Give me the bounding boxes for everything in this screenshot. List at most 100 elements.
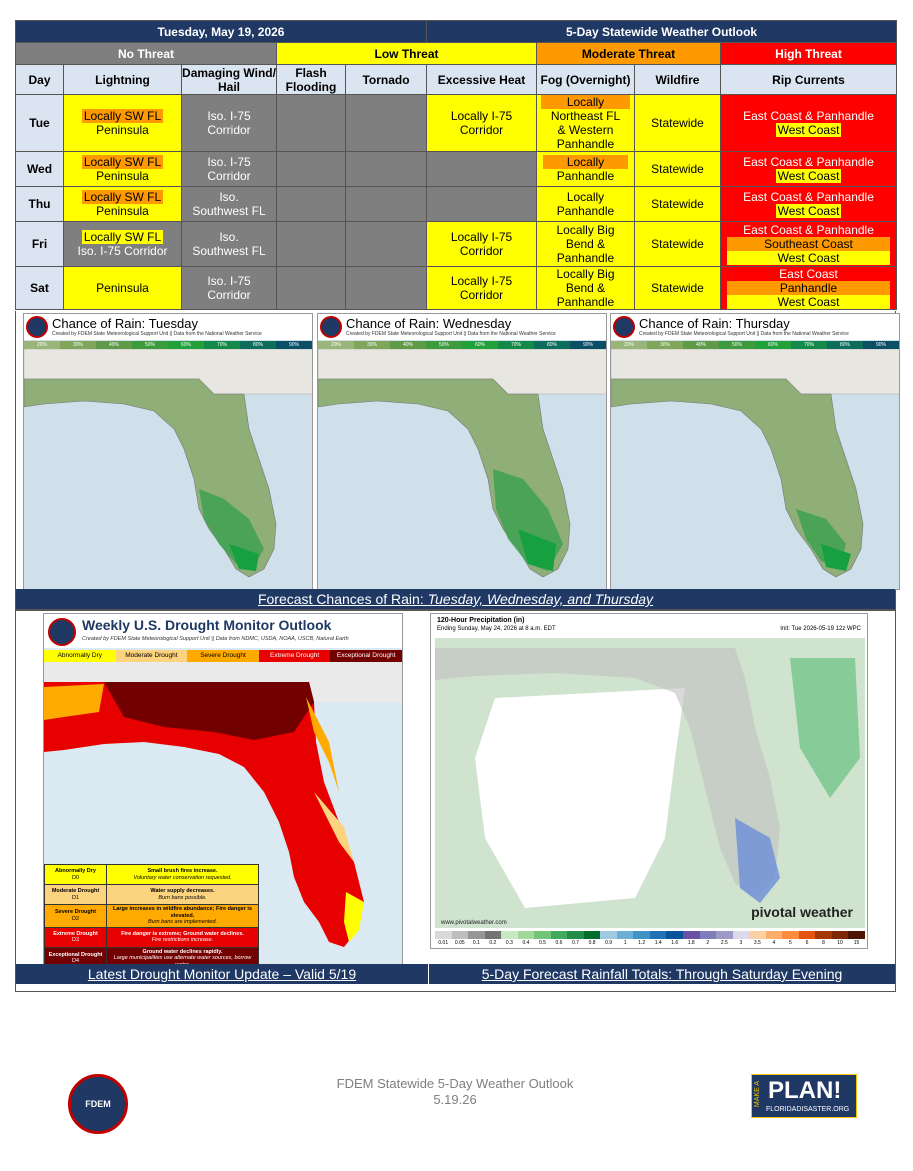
caption-prefix: Forecast Chances of Rain: [257, 591, 428, 607]
heat-cell [426, 186, 537, 222]
cell-text: Corridor [207, 288, 251, 302]
rain-map-header: Chance of Rain: Tuesday Created by FDEM … [24, 314, 312, 340]
florida-rain-map-icon [24, 349, 312, 578]
col-rip-currents: Rip Currents [719, 64, 898, 95]
cell-text: Corridor [459, 288, 504, 302]
rip-cell: East Coast & Panhandle Southeast Coast Wes… [719, 221, 898, 267]
drought-legend: Abnormally Dry Moderate Drought Severe D… [44, 650, 402, 662]
cell-text: Locally SW FL [81, 190, 164, 204]
tornado-cell [345, 266, 427, 310]
heat-cell: Locally I-75 Corridor [426, 94, 537, 152]
cell-text: Iso. I-75 Corridor [77, 244, 168, 258]
cat-name: Extreme Drought D3 [44, 926, 107, 948]
fog-cell: Locally Northeast FL & Western Panhandle [536, 94, 635, 152]
fog-cell: Locally Big Bend & Panhandle [536, 266, 635, 310]
cat-name: Abnormally Dry D0 [44, 864, 107, 885]
cell-text: Corridor [207, 169, 251, 183]
cell-text: Locally I-75 [450, 109, 513, 123]
precip-brand: pivotal weather [751, 904, 853, 920]
legend-no-threat: No Threat [15, 42, 277, 65]
fdem-logo-icon [320, 316, 342, 338]
wildfire-cell: Statewide [634, 221, 721, 267]
scale-label: 40% [96, 341, 132, 349]
cell-text: Corridor [207, 123, 251, 137]
table-row: Sat Peninsula Iso. I-75 Corridor Locally … [15, 266, 898, 310]
precip-caption: 5-Day Forecast Rainfall Totals: Through … [429, 964, 895, 984]
fdem-logo-icon [48, 618, 76, 646]
cell-text: East Coast & Panhandle [743, 109, 874, 123]
wildfire-cell: Statewide [634, 266, 721, 310]
precip-title: 120-Hour Precipitation (in) [437, 617, 525, 624]
rain-map-thursday: Chance of Rain: Thursday Created by FDEM… [610, 313, 900, 590]
lightning-cell: Locally SW FL Peninsula [63, 186, 182, 222]
scale-label: 50% [132, 341, 168, 349]
scale-label: 70% [204, 341, 240, 349]
cat-desc: Water supply decreases. Burn bans possibl… [106, 884, 259, 905]
cell-text: Panhandle [556, 169, 615, 183]
scale-label: 60% [168, 341, 204, 349]
col-wildfire: Wildfire [634, 64, 721, 95]
cell-text: East Coast [779, 267, 838, 281]
drought-monitor-map: Weekly U.S. Drought Monitor Outlook Crea… [43, 613, 403, 965]
fog-cell: Locally Panhandle [536, 151, 635, 187]
cell-text: Locally I-75 [450, 274, 513, 288]
scale-label: 80% [240, 341, 276, 349]
scale-label: 30% [354, 341, 390, 349]
florida-rain-map-icon [318, 349, 606, 578]
table-row: Wed Locally SW FL Peninsula Iso. I-75 Corr… [15, 151, 898, 187]
seal-text: FDEM [85, 1099, 111, 1109]
precip-init: Init: Tue 2026-05-19 12z WPC [780, 626, 861, 632]
col-wind-hail: Damaging Wind/ Hail [181, 64, 277, 95]
legend-item: Severe Drought [187, 650, 259, 662]
wind-cell: Iso. Southwest FL [181, 186, 277, 222]
col-fog: Fog (Overnight) [536, 64, 635, 95]
plan-word: PLAN! [768, 1077, 842, 1104]
cell-text: East Coast & Panhandle [743, 223, 874, 237]
caption-days: Tuesday, Wednesday, and Thursday [427, 591, 654, 607]
flood-cell [276, 266, 346, 310]
table-row: Thu Locally SW FL Peninsula Iso. Southwest… [15, 186, 898, 222]
rain-map-credit: Created by FDEM State Meteorological Sup… [346, 331, 556, 337]
cat-desc: Small brush fires increase. Voluntary wat… [106, 864, 259, 885]
rain-maps-caption: Forecast Chances of Rain: Tuesday, Wedne… [16, 589, 895, 609]
scale-label: 40% [683, 341, 719, 349]
legend-low-threat: Low Threat [276, 42, 537, 65]
cell-text: Locally I-75 [450, 230, 513, 244]
day-label: Wed [15, 151, 64, 187]
wildfire-cell: Statewide [634, 186, 721, 222]
cell-text: Locally Big [556, 267, 615, 281]
cat-name: Severe Drought D2 [44, 904, 107, 928]
rip-cell: East Coast & Panhandle West Coast [719, 94, 898, 152]
cell-text: Locally [541, 95, 630, 109]
cat-name: Moderate Drought D1 [44, 884, 107, 905]
report-title: 5-Day Statewide Weather Outlook [425, 20, 898, 43]
precip-map: 120-Hour Precipitation (in) Ending Sunda… [430, 613, 868, 949]
cell-text: & Western [557, 123, 614, 137]
cat-name: Exceptional Drought D4 [44, 946, 107, 964]
scale-label: 20% [318, 341, 354, 349]
cell-text: Iso. I-75 [207, 109, 251, 123]
col-tornado: Tornado [345, 64, 427, 95]
drought-category-table: Abnormally Dry D0 Small brush fires increa… [44, 864, 259, 964]
footer-text: FDEM Statewide 5-Day Weather Outlook 5.1… [255, 1076, 655, 1108]
footer-line2: 5.19.26 [433, 1092, 477, 1107]
precip-color-scale [435, 931, 865, 939]
rain-map-credit: Created by FDEM State Meteorological Sup… [52, 331, 262, 337]
precip-url: www.pivotalweather.com [441, 920, 507, 926]
rain-map-credit: Created by FDEM State Meteorological Sup… [639, 331, 849, 337]
cell-text: Panhandle [556, 137, 615, 151]
rain-map-title: Chance of Rain: Thursday [639, 316, 790, 331]
cell-text: Southwest FL [192, 204, 266, 218]
legend-moderate-threat: Moderate Threat [536, 42, 721, 65]
drought-credit: Created by FDEM State Meteorological Sup… [82, 636, 349, 642]
cell-text: Locally SW FL [81, 109, 164, 123]
cell-text: Corridor [459, 244, 504, 258]
tornado-cell [345, 151, 427, 187]
cell-text: Peninsula [96, 123, 149, 137]
legend-high-threat: High Threat [719, 42, 898, 65]
legend-item: Extreme Drought [258, 650, 331, 662]
day-label: Thu [15, 186, 64, 222]
scale-label: 20% [611, 341, 647, 349]
footer-line1: FDEM Statewide 5-Day Weather Outlook [336, 1076, 574, 1091]
scale-label: 60% [755, 341, 791, 349]
